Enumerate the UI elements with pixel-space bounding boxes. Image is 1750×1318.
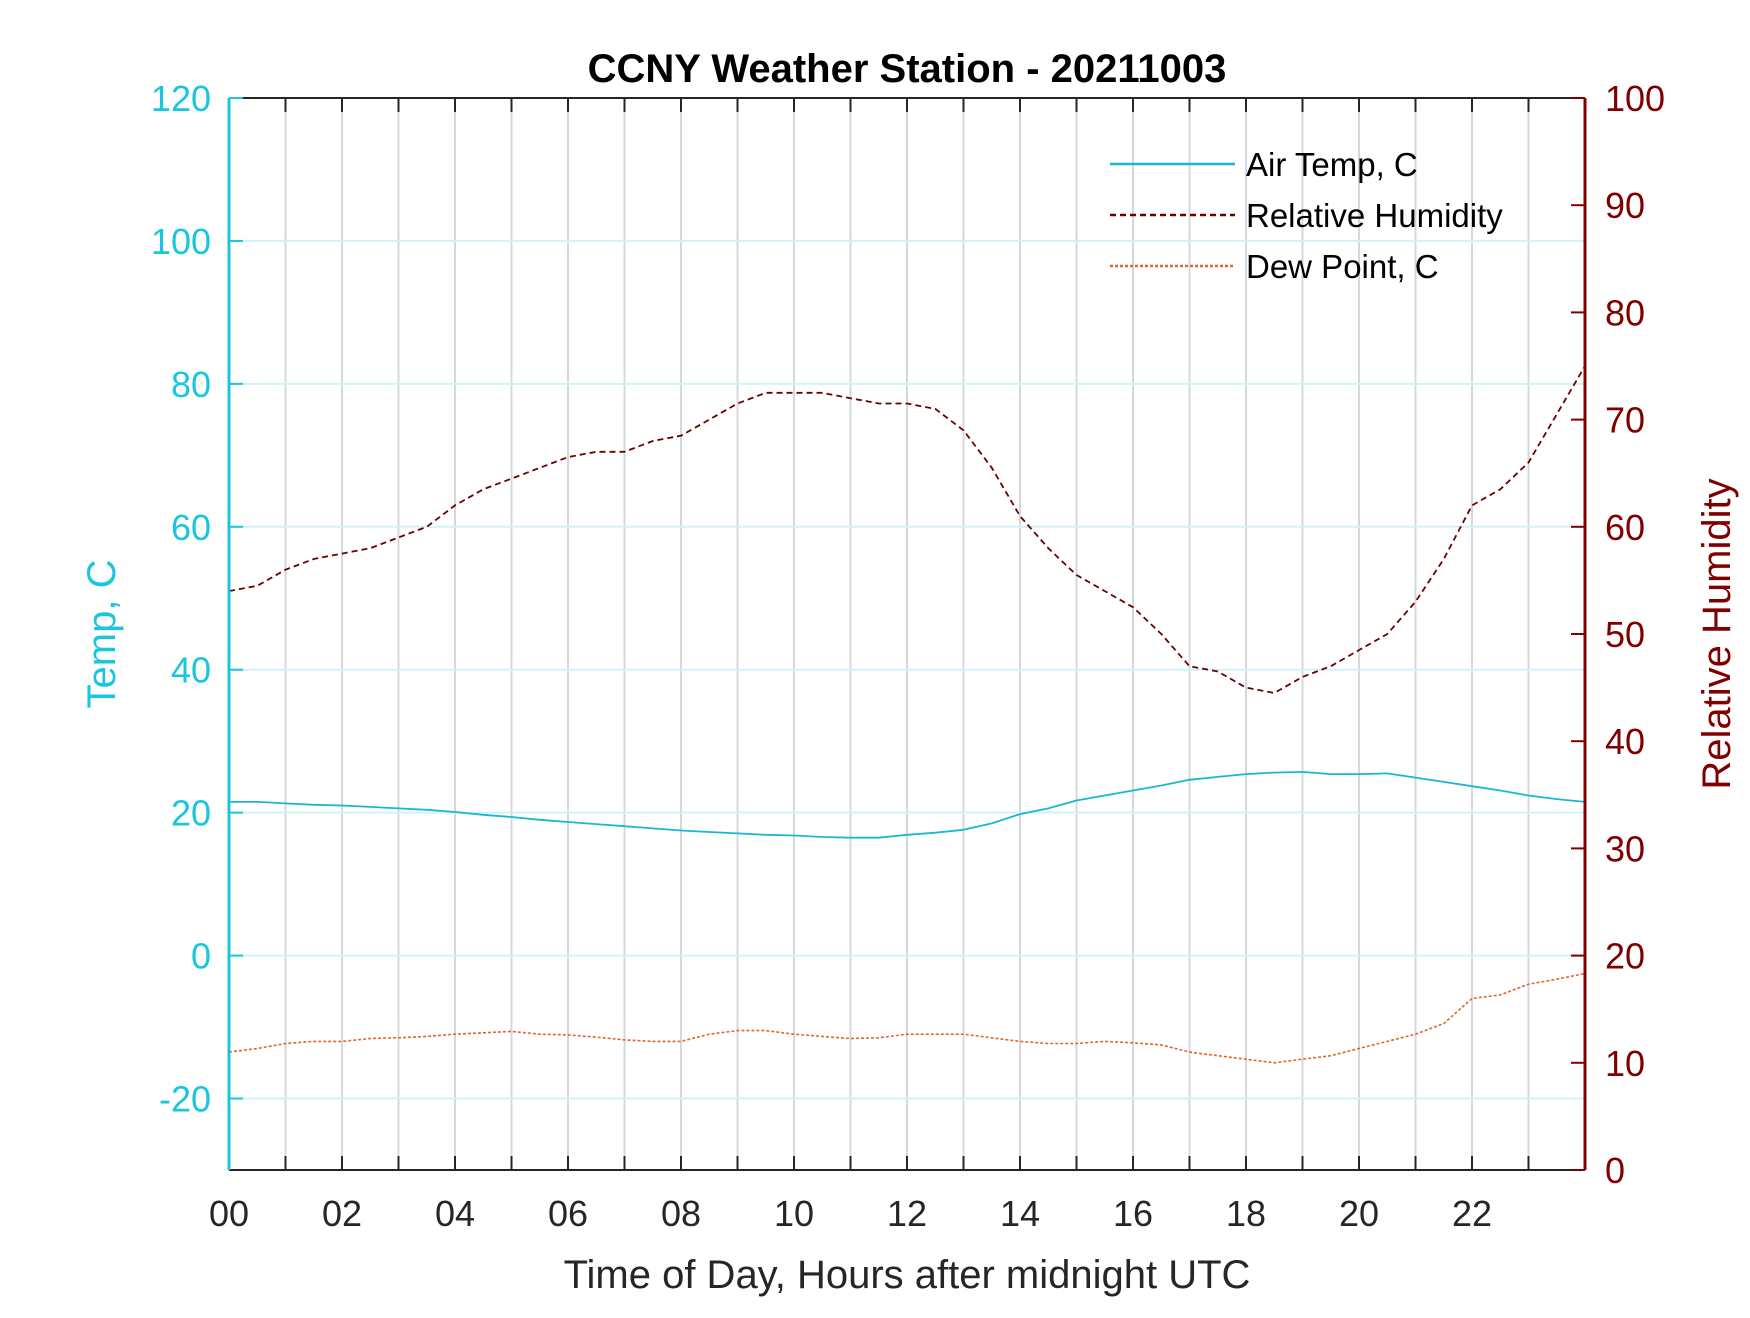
y-right-tick-label: 80: [1605, 292, 1645, 333]
y-right-tick-label: 50: [1605, 614, 1645, 655]
tick-labels: 00 02 04 06 08 10 12 14 16 18 20 22-200204060801001…: [151, 78, 1665, 1234]
x-tick-label: 08: [661, 1193, 701, 1234]
y-axis-left-label: Temp, C: [80, 560, 124, 709]
x-tick-label: 18: [1226, 1193, 1266, 1234]
y-right-tick-label: 0: [1605, 1150, 1625, 1191]
y-left-tick-label: 60: [171, 507, 211, 548]
series-line-air-temp: [229, 771, 1586, 839]
y-left-tick-label: -20: [159, 1079, 211, 1120]
y-left-tick-label: 80: [171, 364, 211, 405]
legend-label-dew-point: Dew Point, C: [1246, 248, 1439, 285]
y-left-tick-label: 20: [171, 793, 211, 834]
y-right-tick-label: 70: [1605, 400, 1645, 441]
x-tick-label: 20: [1339, 1193, 1379, 1234]
y-right-tick-label: 10: [1605, 1043, 1645, 1084]
y-right-tick-label: 20: [1605, 936, 1645, 977]
x-tick-label: 04: [435, 1193, 475, 1234]
x-tick-label: 10: [774, 1193, 814, 1234]
x-tick-label: 12: [887, 1193, 927, 1234]
y-left-tick-label: 0: [191, 936, 211, 977]
legend-label-air-temp: Air Temp, C: [1246, 146, 1418, 183]
series-line-relative-humidity: [228, 365, 1586, 694]
x-tick-label: 16: [1113, 1193, 1153, 1234]
grid: [229, 98, 1585, 1170]
y-left-tick-label: 100: [151, 221, 211, 262]
series-lines: [228, 365, 1586, 1064]
y-right-tick-label: 100: [1605, 78, 1665, 119]
y-axis-right-label: Relative Humidity: [1695, 478, 1739, 789]
y-left-tick-label: 40: [171, 650, 211, 691]
x-tick-label: 06: [548, 1193, 588, 1234]
series-line-dew-point: [228, 972, 1586, 1064]
chart-title: CCNY Weather Station - 20211003: [588, 47, 1227, 91]
legend-label-relative-humidity: Relative Humidity: [1246, 197, 1503, 234]
axes: [227, 97, 1587, 1171]
x-tick-label: 02: [322, 1193, 362, 1234]
y-right-tick-label: 60: [1605, 507, 1645, 548]
x-axis-label: Time of Day, Hours after midnight UTC: [564, 1253, 1251, 1297]
legend: Air Temp, C Relative Humidity Dew Point, C: [1110, 146, 1503, 285]
y-right-tick-label: 90: [1605, 185, 1645, 226]
y-right-tick-label: 30: [1605, 828, 1645, 869]
x-tick-label: 00: [209, 1193, 249, 1234]
x-tick-label: 22: [1452, 1193, 1492, 1234]
y-left-tick-label: 120: [151, 78, 211, 119]
x-tick-label: 14: [1000, 1193, 1040, 1234]
y-right-tick-label: 40: [1605, 721, 1645, 762]
